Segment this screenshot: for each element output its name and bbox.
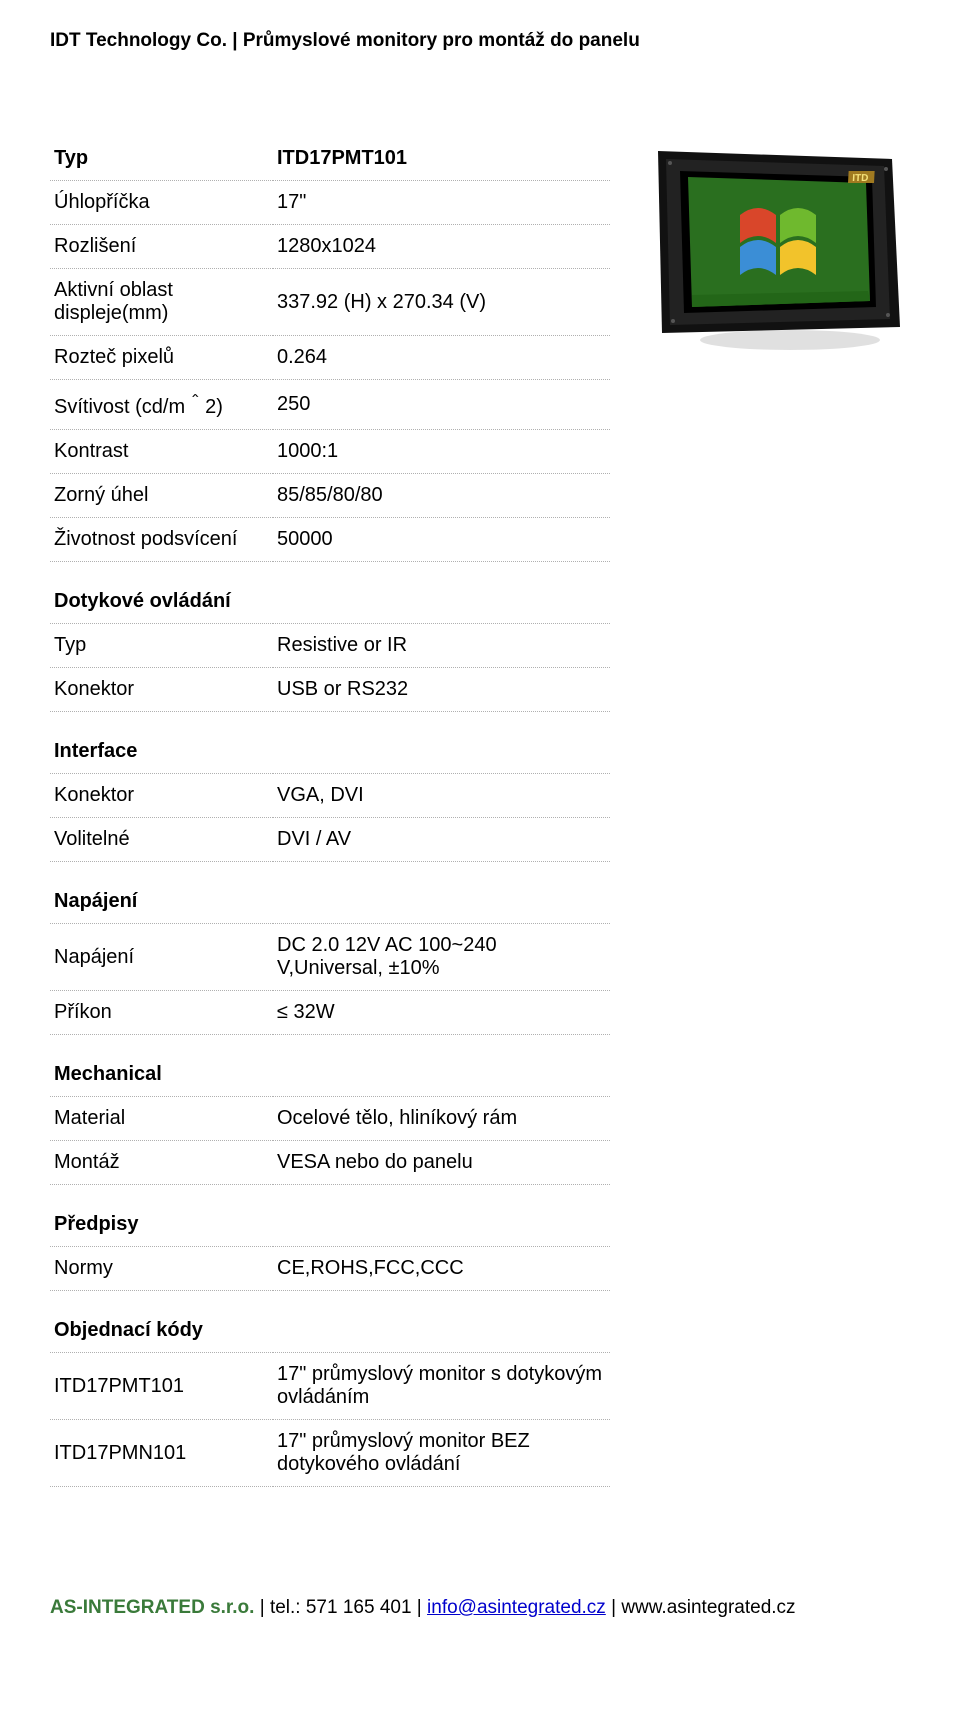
spec-label: Konektor xyxy=(50,668,273,712)
section-header: Dotykové ovládání xyxy=(50,562,610,624)
spec-value: Resistive or IR xyxy=(273,624,610,668)
spec-value: USB or RS232 xyxy=(273,668,610,712)
footer-web: www.asintegrated.cz xyxy=(621,1597,795,1618)
page-header: IDT Technology Co. | Průmyslové monitory… xyxy=(50,30,910,52)
spec-value: VESA nebo do panelu xyxy=(273,1141,610,1185)
spec-value: 1280x1024 xyxy=(273,225,610,269)
header-company: IDT Technology Co. xyxy=(50,30,227,51)
section-header: Interface xyxy=(50,712,610,774)
spec-value: 250 xyxy=(273,380,610,430)
section-header: Mechanical xyxy=(50,1035,610,1097)
spec-label: Rozteč pixelů xyxy=(50,336,273,380)
spec-value: ≤ 32W xyxy=(273,991,610,1035)
spec-label: Material xyxy=(50,1097,273,1141)
header-sep: | xyxy=(227,30,243,51)
spec-table: TypITD17PMT101Úhlopříčka17"Rozlišení1280… xyxy=(50,137,610,1487)
spec-value: DC 2.0 12V AC 100~240 V,Universal, ±10% xyxy=(273,924,610,991)
section-header: Předpisy xyxy=(50,1185,610,1247)
footer-tel-label: | tel.: xyxy=(254,1597,305,1618)
footer-sep3: | xyxy=(606,1597,622,1618)
footer-email-link[interactable]: info@asintegrated.cz xyxy=(427,1597,606,1618)
spec-value: 337.92 (H) x 270.34 (V) xyxy=(273,269,610,336)
spec-value: 17" průmyslový monitor BEZ dotykového ov… xyxy=(273,1420,610,1487)
footer-tel: 571 165 401 xyxy=(306,1597,412,1618)
product-type-label: Typ xyxy=(50,137,273,181)
product-model: ITD17PMT101 xyxy=(273,137,610,181)
spec-value: Ocelové tělo, hliníkový rám xyxy=(273,1097,610,1141)
footer-sep2: | xyxy=(412,1597,428,1618)
page-footer: AS-INTEGRATED s.r.o. | tel.: 571 165 401… xyxy=(50,1597,910,1619)
spec-value: 0.264 xyxy=(273,336,610,380)
spec-label: Životnost podsvícení xyxy=(50,518,273,562)
spec-value: 17" xyxy=(273,181,610,225)
spec-value: DVI / AV xyxy=(273,818,610,862)
spec-label: Úhlopříčka xyxy=(50,181,273,225)
spec-label: Normy xyxy=(50,1247,273,1291)
header-subtitle: Průmyslové monitory pro montáž do panelu xyxy=(243,30,640,51)
spec-label: ITD17PMN101 xyxy=(50,1420,273,1487)
svg-text:ITD: ITD xyxy=(852,173,869,184)
spec-label: Příkon xyxy=(50,991,273,1035)
spec-label: Konektor xyxy=(50,774,273,818)
spec-label: Typ xyxy=(50,624,273,668)
spec-label: Montáž xyxy=(50,1141,273,1185)
spec-value: CE,ROHS,FCC,CCC xyxy=(273,1247,610,1291)
section-header: Napájení xyxy=(50,862,610,924)
section-header: Objednací kódy xyxy=(50,1291,610,1353)
footer-company: AS-INTEGRATED s.r.o. xyxy=(50,1597,254,1618)
product-image: ITD xyxy=(640,145,910,370)
spec-value: 17" průmyslový monitor s dotykovým ovlád… xyxy=(273,1353,610,1420)
spec-value: 50000 xyxy=(273,518,610,562)
spec-label: Kontrast xyxy=(50,430,273,474)
spec-label: ITD17PMT101 xyxy=(50,1353,273,1420)
spec-label: Napájení xyxy=(50,924,273,991)
spec-label: Volitelné xyxy=(50,818,273,862)
spec-label: Zorný úhel xyxy=(50,474,273,518)
spec-label: Aktivní oblast displeje(mm) xyxy=(50,269,273,336)
spec-value: VGA, DVI xyxy=(273,774,610,818)
spec-label: Rozlišení xyxy=(50,225,273,269)
monitor-icon: ITD xyxy=(640,145,910,365)
spec-value: 1000:1 xyxy=(273,430,610,474)
spec-value: 85/85/80/80 xyxy=(273,474,610,518)
spec-label: Svítivost (cd/m＾2) xyxy=(50,380,273,430)
